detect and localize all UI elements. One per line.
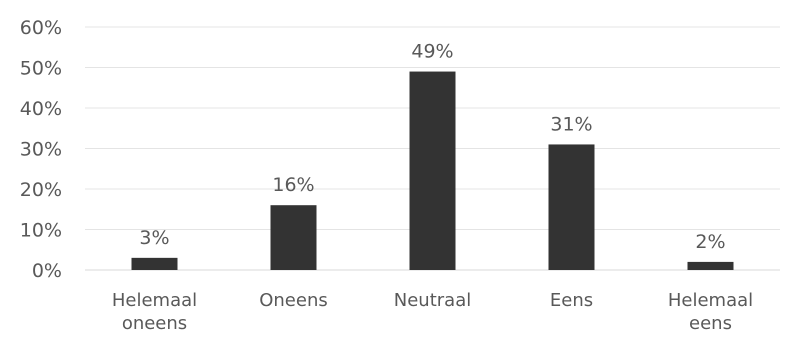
data-label-0: 3%: [139, 227, 169, 249]
data-label-1: 16%: [272, 174, 314, 196]
y-tick-label: 30%: [20, 139, 62, 161]
y-tick-label: 50%: [20, 58, 62, 80]
category-label-0-line-0: Helemaal: [112, 290, 197, 311]
y-tick-label: 20%: [20, 179, 62, 201]
data-label-4: 2%: [695, 231, 725, 253]
y-tick-label: 10%: [20, 220, 62, 242]
bar-4: [688, 262, 734, 270]
bar-0: [132, 258, 178, 270]
category-label-3-line-0: Eens: [550, 290, 593, 311]
category-label-1-line-0: Oneens: [259, 290, 328, 311]
category-label-4-line-1: eens: [689, 313, 732, 334]
y-axis-tick-labels: 0% 10% 20% 30% 40% 50% 60%: [20, 17, 62, 282]
y-tick-label: 40%: [20, 98, 62, 120]
bar-2: [410, 72, 456, 270]
y-tick-label: 0%: [32, 260, 62, 282]
category-label-0-line-1: oneens: [122, 313, 187, 334]
bar-3: [549, 144, 595, 270]
category-label-2-line-0: Neutraal: [394, 290, 471, 311]
bar-1: [271, 205, 317, 270]
bars: [132, 72, 734, 270]
data-label-3: 31%: [550, 113, 592, 135]
y-tick-label: 60%: [20, 17, 62, 39]
data-label-2: 49%: [411, 41, 453, 63]
category-label-4-line-0: Helemaal: [668, 290, 753, 311]
